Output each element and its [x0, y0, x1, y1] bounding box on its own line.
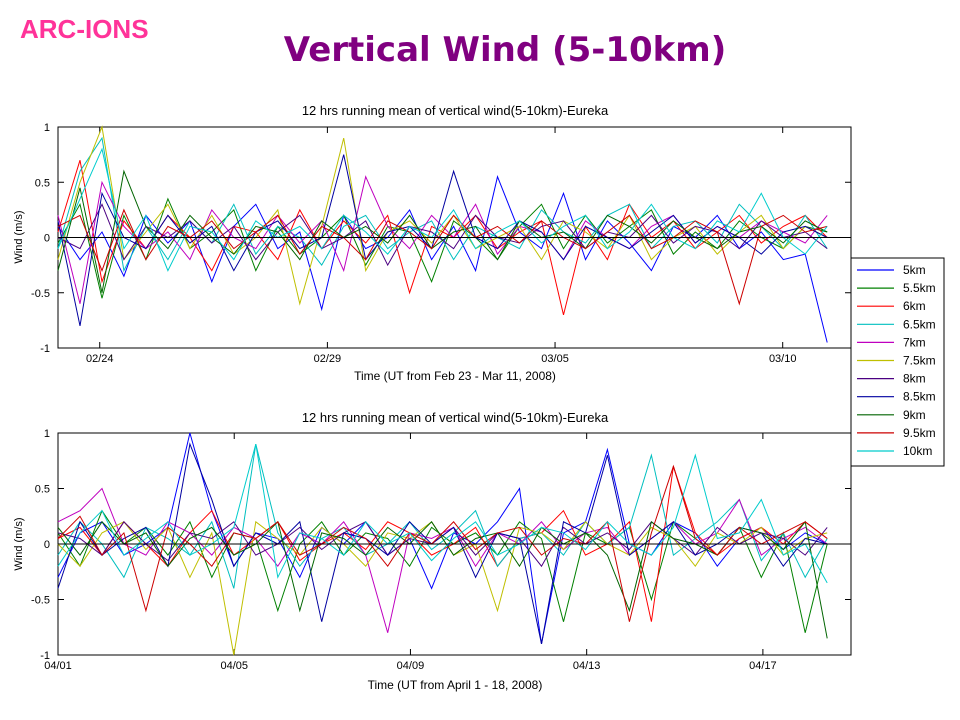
y-axis-label: Wind (m/s) [13, 210, 25, 263]
x-tick-label: 03/10 [769, 353, 797, 365]
series-line-7.5km [57, 125, 828, 306]
legend-label: 8km [903, 372, 926, 386]
chart-top: 12 hrs running mean of vertical wind(5-1… [13, 103, 852, 383]
legend-label: 10km [903, 444, 932, 458]
y-tick-label: -0.5 [31, 288, 50, 300]
y-tick-label: 1 [44, 122, 50, 134]
series-line-8.5km [57, 154, 828, 327]
x-axis-label: Time (UT from April 1 - 18, 2008) [368, 678, 543, 692]
y-tick-label: 0 [44, 539, 50, 551]
y-tick-label: 0.5 [35, 484, 50, 496]
legend-label: 9km [903, 408, 926, 422]
legend-label: 5.5km [903, 281, 936, 295]
x-tick-label: 04/01 [44, 660, 72, 672]
x-tick-label: 04/13 [573, 660, 601, 672]
chart-bottom: 12 hrs running mean of vertical wind(5-1… [13, 410, 852, 692]
legend-label: 7.5km [903, 354, 936, 368]
series-line-10km [57, 147, 828, 272]
y-tick-label: 1 [44, 428, 50, 440]
y-tick-label: -1 [40, 650, 50, 662]
y-tick-label: -0.5 [31, 595, 50, 607]
series-line-9km [57, 169, 828, 293]
x-tick-label: 02/24 [86, 353, 114, 365]
series-line-6.5km [57, 443, 828, 589]
slide-title: Vertical Wind (5-10km) [283, 30, 727, 70]
legend-label: 8.5km [903, 390, 936, 404]
y-tick-label: 0 [44, 233, 50, 245]
series-line-5km [57, 432, 828, 644]
chart-title: 12 hrs running mean of vertical wind(5-1… [302, 103, 609, 118]
legend-label: 5km [903, 263, 926, 277]
y-tick-label: 0.5 [35, 177, 50, 189]
legend: 5km 5.5km 6km 6.5km 7km 7.5km 8km 8.5km 9km 9.5km… [850, 257, 945, 467]
brand-logo-text: ARC-IONS [20, 14, 149, 44]
legend-label: 9.5km [903, 426, 936, 440]
series-line-10km [57, 443, 828, 584]
x-tick-label: 02/29 [314, 353, 342, 365]
y-axis-label: Wind (m/s) [13, 517, 25, 570]
y-tick-label: -1 [40, 343, 50, 355]
legend-label: 6km [903, 299, 926, 313]
x-axis-label: Time (UT from Feb 23 - Mar 11, 2008) [354, 369, 556, 383]
x-tick-label: 03/05 [541, 353, 569, 365]
series-line-9.5km [57, 208, 828, 306]
chart-title: 12 hrs running mean of vertical wind(5-1… [302, 410, 609, 425]
legend-box [850, 257, 945, 467]
series-line-9km [57, 520, 828, 639]
series-line-8.5km [57, 442, 828, 645]
legend-label: 6.5km [903, 317, 936, 331]
series-line-5km [57, 175, 828, 343]
x-tick-label: 04/17 [749, 660, 777, 672]
series-line-9.5km [57, 464, 828, 622]
legend-label: 7km [903, 335, 926, 349]
x-tick-label: 04/05 [220, 660, 248, 672]
x-tick-label: 04/09 [397, 660, 425, 672]
